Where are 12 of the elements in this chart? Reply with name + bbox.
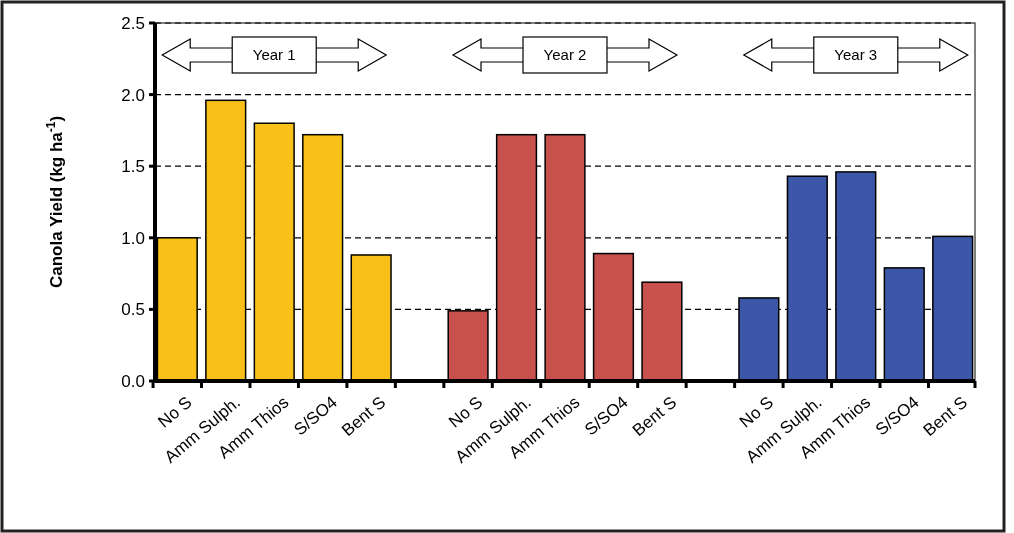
y-tick-label: 0.0: [121, 371, 145, 391]
y-tick-label: 0.5: [121, 300, 145, 320]
x-tick-label: No S: [445, 392, 487, 432]
x-tick-label: No S: [154, 392, 196, 432]
annotation: Year 3: [834, 46, 878, 64]
y-tick-label: 2.0: [121, 85, 145, 105]
y-tick-label: 1.5: [121, 157, 145, 177]
annotation: Year 2: [543, 46, 587, 64]
x-tick-label: No S: [735, 392, 778, 432]
y-tick-label: 2.5: [121, 13, 145, 33]
annotation: Year 1: [252, 46, 296, 64]
y-tick-label: 1.0: [121, 228, 145, 248]
